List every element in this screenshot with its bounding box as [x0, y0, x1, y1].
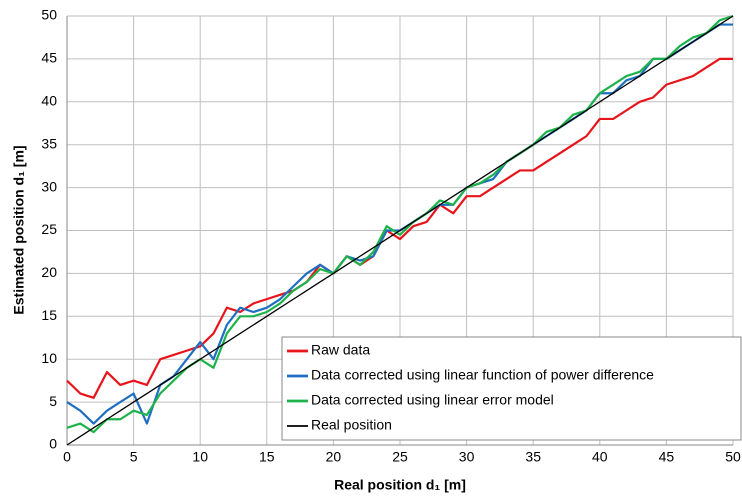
- legend-label: Data corrected using linear error model: [311, 392, 554, 408]
- x-tick-label: 10: [192, 449, 208, 465]
- legend-label: Raw data: [311, 342, 370, 358]
- x-tick-label: 0: [63, 449, 71, 465]
- y-tick-label: 50: [41, 7, 57, 23]
- x-tick-label: 15: [259, 449, 275, 465]
- y-tick-label: 40: [41, 93, 57, 109]
- y-tick-label: 45: [41, 50, 57, 66]
- series-line: [66, 57, 733, 399]
- y-axis-title: Estimated position d₁ [m]: [11, 145, 27, 314]
- x-axis-title: Real position d₁ [m]: [334, 477, 466, 493]
- y-tick-label: 0: [49, 436, 57, 452]
- y-tick-label: 15: [41, 307, 57, 323]
- x-tick-label: 45: [659, 449, 675, 465]
- x-tick-label: 50: [725, 449, 741, 465]
- legend-box: [281, 336, 742, 441]
- x-tick-label: 35: [525, 449, 541, 465]
- legend-label: Real position: [311, 417, 392, 433]
- x-tick-label: 30: [459, 449, 475, 465]
- y-tick-label: 5: [49, 393, 57, 409]
- x-tick-label: 40: [592, 449, 608, 465]
- x-tick-label: 5: [130, 449, 138, 465]
- y-tick-label: 30: [41, 178, 57, 194]
- x-tick-label: 25: [392, 449, 408, 465]
- y-tick-label: 35: [41, 135, 57, 151]
- series-line: [66, 14, 734, 434]
- legend-label: Data corrected using linear function of …: [311, 367, 654, 383]
- x-tick-label: 20: [326, 449, 342, 465]
- series-line: [66, 15, 734, 446]
- y-tick-label: 20: [41, 264, 57, 280]
- y-tick-label: 10: [41, 350, 57, 366]
- y-tick-label: 25: [41, 221, 57, 237]
